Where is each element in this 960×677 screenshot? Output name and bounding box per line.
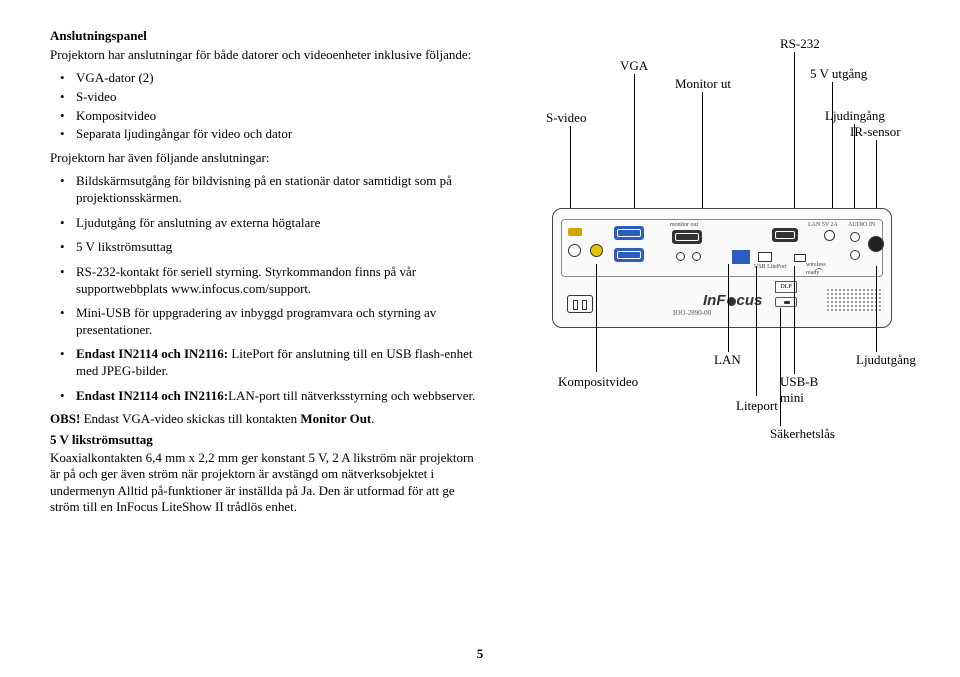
right-column: S-video VGA Monitor ut RS-232 5 V utgång… (480, 28, 926, 516)
tiny-label: monitor out (670, 222, 698, 230)
left-column: Anslutningspanel Projektorn har anslutni… (50, 28, 480, 516)
usb-mini-port-icon (794, 254, 806, 262)
intro-text: Projektorn har anslutningar för både dat… (50, 47, 480, 64)
list-item: Endast IN2114 och IN2116: LitePort för a… (76, 345, 480, 386)
list-item: 5 V likströmsuttag (76, 238, 480, 263)
heading-anslutningspanel: Anslutningspanel (50, 28, 480, 45)
label-ljudutgang: Ljudutgång (856, 352, 916, 369)
list-item: VGA-dator (2) (76, 69, 480, 88)
audio-out-port-icon (850, 250, 860, 260)
tiny-label: LAN 5V 2A (808, 222, 838, 230)
composite-port-icon (590, 244, 603, 257)
obs-text: Endast VGA-video skickas till kontakten (80, 411, 300, 426)
power-inlet-icon (567, 295, 593, 313)
monitor-out-port-icon (672, 230, 702, 244)
tiny-label: USB LitePort (754, 264, 787, 272)
list-item: Endast IN2114 och IN2116:LAN-port till n… (76, 387, 480, 412)
connection-list-1: VGA-dator (2) S-video Kompositvideo Sepa… (50, 69, 480, 144)
model-number: IOO-2890-00 (673, 309, 711, 318)
label-usb-b: USB-B (780, 374, 818, 391)
leader-line (756, 266, 757, 396)
obs-line: OBS! Endast VGA-video skickas till konta… (50, 411, 480, 428)
list-item: RS-232-kontakt för seriell styrning. Sty… (76, 263, 480, 304)
leader-line (794, 266, 795, 374)
label-usb-b-mini: mini (780, 390, 804, 407)
leader-line (702, 92, 703, 224)
infocus-logo-icon: InFcus (703, 291, 762, 310)
obs-tail: . (371, 411, 374, 426)
connection-list-2: Bildskärmsutgång för bildvisning på en s… (50, 172, 480, 411)
port-icon (692, 252, 701, 261)
projector-body-icon: monitor out USB LitePort LAN 5V 2A AUDIO… (552, 208, 892, 328)
speaker-grille-icon (827, 289, 881, 315)
connector-diagram: S-video VGA Monitor ut RS-232 5 V utgång… (480, 28, 920, 488)
label-svideo: S-video (546, 110, 586, 127)
label-sakerhetslas: Säkerhetslås (770, 426, 835, 443)
vga-port-icon (614, 248, 644, 262)
monitor-out-bold: Monitor Out (300, 411, 371, 426)
tiny-label: wirelessready (806, 262, 826, 277)
ir-sensor-icon (868, 236, 884, 252)
list-item-text: LAN-port till nätverksstyrning och webbs… (228, 388, 475, 403)
last-paragraph: Koaxialkontakten 6,4 mm x 2,2 mm ger kon… (50, 450, 480, 517)
label-liteport: Liteport (736, 398, 778, 415)
page-number: 5 (0, 646, 960, 663)
list-item: Mini-USB för uppgradering av inbyggd pro… (76, 304, 480, 345)
para2: Projektorn har även följande anslutninga… (50, 150, 480, 167)
leader-line (876, 266, 877, 352)
label-ir-sensor: IR-sensor (850, 124, 901, 141)
label-5v-utgang: 5 V utgång (810, 66, 867, 83)
leader-line (728, 264, 729, 352)
bold-prefix: Endast IN2114 och IN2116: (76, 346, 228, 361)
svideo-port-icon (568, 244, 581, 257)
vga-port-icon (614, 226, 644, 240)
lan-port-icon (732, 250, 750, 264)
list-item: Kompositvideo (76, 107, 480, 126)
label-lan: LAN (714, 352, 741, 369)
obs-label: OBS! (50, 411, 80, 426)
5v-port-icon (824, 230, 835, 241)
sub-heading-5v: 5 V likströmsuttag (50, 432, 480, 449)
tiny-label: AUDIO IN (848, 222, 875, 230)
list-item: Ljudutgång för anslutning av externa hög… (76, 214, 480, 239)
label-rs232: RS-232 (780, 36, 820, 53)
leader-line (832, 82, 833, 224)
leader-line (794, 52, 795, 224)
list-item: S-video (76, 88, 480, 107)
leader-line (596, 264, 597, 372)
label-monitor-ut: Monitor ut (675, 76, 731, 93)
port-icon (676, 252, 685, 261)
label-vga: VGA (620, 58, 648, 75)
liteport-icon (758, 252, 772, 262)
bold-prefix: Endast IN2114 och IN2116: (76, 388, 228, 403)
audio-in-port-icon (850, 232, 860, 242)
list-item: Separata ljudingångar för video och dato… (76, 125, 480, 144)
leader-line (780, 308, 781, 426)
list-item: Bildskärmsutgång för bildvisning på en s… (76, 172, 480, 213)
label-ljudingang: Ljudingång (825, 108, 885, 125)
rs232-port-icon (772, 228, 798, 242)
label-kompositvideo: Kompositvideo (558, 374, 638, 391)
port-icon (568, 228, 582, 236)
connector-panel-icon: monitor out USB LitePort LAN 5V 2A AUDIO… (561, 219, 883, 277)
